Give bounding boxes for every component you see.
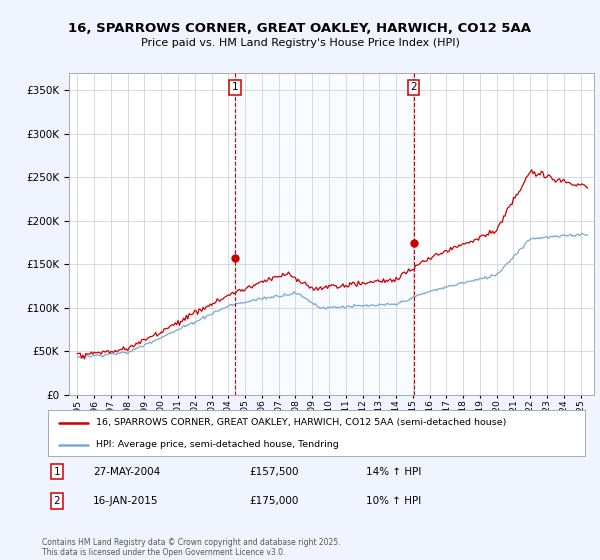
- Text: Contains HM Land Registry data © Crown copyright and database right 2025.
This d: Contains HM Land Registry data © Crown c…: [42, 538, 341, 557]
- Text: 27-MAY-2004: 27-MAY-2004: [93, 466, 160, 477]
- Text: £157,500: £157,500: [249, 466, 299, 477]
- Text: £175,000: £175,000: [249, 496, 298, 506]
- Text: 16-JAN-2015: 16-JAN-2015: [93, 496, 158, 506]
- Text: 16, SPARROWS CORNER, GREAT OAKLEY, HARWICH, CO12 5AA: 16, SPARROWS CORNER, GREAT OAKLEY, HARWI…: [68, 22, 532, 35]
- Text: 2: 2: [410, 82, 417, 92]
- Text: 2: 2: [53, 496, 61, 506]
- Text: 14% ↑ HPI: 14% ↑ HPI: [366, 466, 421, 477]
- Text: 10% ↑ HPI: 10% ↑ HPI: [366, 496, 421, 506]
- Text: 1: 1: [232, 82, 239, 92]
- Text: 1: 1: [53, 466, 61, 477]
- Text: 16, SPARROWS CORNER, GREAT OAKLEY, HARWICH, CO12 5AA (semi-detached house): 16, SPARROWS CORNER, GREAT OAKLEY, HARWI…: [97, 418, 507, 427]
- Bar: [235, 73, 413, 395]
- Text: Price paid vs. HM Land Registry's House Price Index (HPI): Price paid vs. HM Land Registry's House …: [140, 38, 460, 48]
- Text: HPI: Average price, semi-detached house, Tendring: HPI: Average price, semi-detached house,…: [97, 440, 339, 450]
